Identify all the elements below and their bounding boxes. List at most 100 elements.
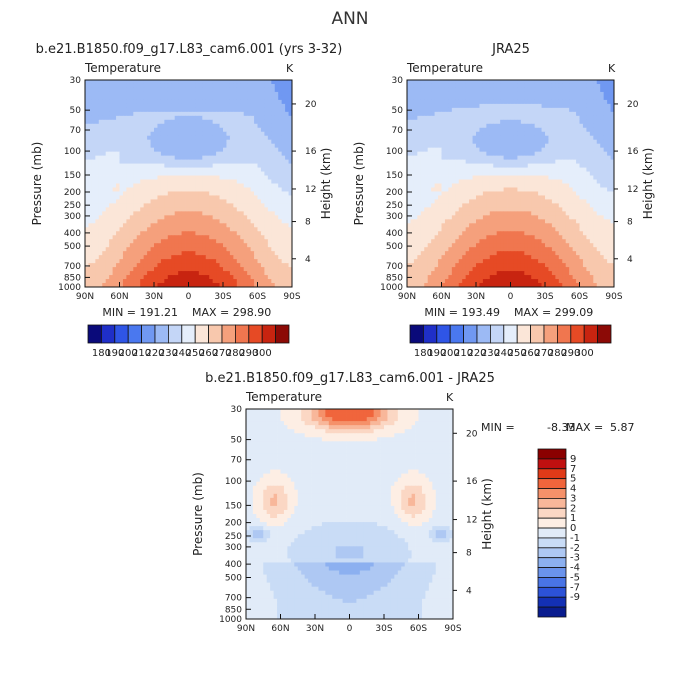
heatmap-cell	[205, 191, 210, 196]
heatmap-cell	[88, 267, 93, 272]
heatmap-cell	[465, 80, 470, 85]
heatmap-cell	[109, 131, 113, 137]
heatmap-cell	[216, 187, 220, 192]
heatmap-cell	[91, 83, 96, 89]
heatmap-cell	[496, 159, 501, 164]
heatmap-cell	[85, 195, 89, 200]
heatmap-cell	[496, 147, 501, 153]
heatmap-cell	[154, 87, 158, 93]
heatmap-cell	[579, 103, 584, 109]
heatmap-cell	[586, 167, 591, 172]
heatmap-cell	[250, 139, 255, 145]
heatmap-cell	[236, 203, 241, 208]
heatmap-cell	[143, 215, 148, 220]
heatmap-cell	[243, 179, 248, 184]
heatmap-cell	[119, 167, 124, 172]
heatmap-cell	[510, 179, 515, 184]
heatmap-cell	[119, 103, 124, 109]
heatmap-cell	[164, 267, 169, 272]
heatmap-cell	[264, 80, 269, 85]
heatmap-cell	[171, 123, 176, 129]
heatmap-cell	[171, 139, 176, 145]
heatmap-cell	[572, 143, 577, 149]
heatmap-cell	[607, 107, 611, 113]
heatmap-cell	[565, 195, 570, 200]
heatmap-cell	[513, 143, 518, 149]
heatmap-cell	[198, 267, 203, 272]
heatmap-cell	[476, 111, 480, 117]
heatmap-cell	[150, 271, 155, 276]
heatmap-cell	[288, 175, 293, 180]
heatmap-cell	[178, 99, 182, 105]
heatmap-cell	[205, 175, 210, 180]
heatmap-cell	[198, 159, 203, 164]
heatmap-cell	[527, 107, 532, 113]
heatmap-cell	[278, 271, 283, 276]
heatmap-cell	[534, 195, 539, 200]
heatmap-cell	[129, 87, 134, 93]
heatmap-cell	[129, 115, 134, 121]
heatmap-cell	[527, 135, 532, 141]
heatmap-cell	[85, 251, 89, 256]
heatmap-cell	[607, 195, 611, 200]
heatmap-cell	[451, 99, 456, 105]
heatmap-cell	[198, 275, 203, 280]
heatmap-cell	[434, 163, 439, 168]
heatmap-cell	[223, 231, 227, 236]
heatmap-cell	[243, 155, 248, 161]
heatmap-cell	[178, 95, 182, 101]
heatmap-cell	[531, 107, 536, 113]
heatmap-cell	[109, 267, 113, 272]
heatmap-cell	[486, 95, 491, 101]
heatmap-cell	[91, 123, 96, 129]
heatmap-cell	[589, 147, 594, 153]
heatmap-cell	[451, 147, 456, 153]
heatmap-cell	[551, 87, 556, 93]
heatmap-cell	[274, 203, 279, 208]
heatmap-cell	[548, 175, 553, 180]
heatmap-cell	[102, 123, 107, 129]
heatmap-cell	[236, 215, 241, 220]
heatmap-cell	[91, 231, 96, 236]
heatmap-cell	[150, 175, 155, 180]
heatmap-cell	[482, 103, 487, 109]
heatmap-cell	[271, 175, 276, 180]
heatmap-cell	[576, 131, 580, 137]
heatmap-cell	[171, 163, 176, 168]
heatmap-cell	[112, 239, 117, 244]
heatmap-cell	[198, 139, 203, 145]
heatmap-cell	[489, 159, 494, 164]
heatmap-cell	[205, 227, 210, 232]
heatmap-cell	[257, 147, 262, 153]
heatmap-cell	[507, 159, 511, 164]
heatmap-cell	[188, 187, 193, 192]
heatmap-cell	[229, 247, 234, 252]
heatmap-cell	[500, 127, 504, 133]
heatmap-cell	[143, 271, 148, 276]
heatmap-cell	[438, 159, 442, 164]
heatmap-cell	[95, 263, 100, 268]
heatmap-cell	[260, 91, 265, 97]
heatmap-cell	[91, 151, 96, 157]
heatmap-cell	[85, 235, 89, 240]
heatmap-cell	[112, 211, 117, 216]
heatmap-cell	[250, 271, 255, 276]
heatmap-cell	[91, 175, 96, 180]
heatmap-cell	[157, 119, 162, 125]
heatmap-cell	[562, 80, 567, 85]
heatmap-cell	[517, 175, 522, 180]
heatmap-cell	[181, 119, 186, 125]
heatmap-cell	[582, 80, 587, 85]
heatmap-cell	[250, 123, 255, 129]
heatmap-cell	[576, 135, 580, 141]
heatmap-cell	[140, 115, 145, 121]
heatmap-cell	[589, 127, 594, 133]
heatmap-cell	[140, 207, 145, 212]
heatmap-cell	[122, 167, 127, 172]
heatmap-cell	[538, 155, 542, 161]
heatmap-cell	[451, 131, 456, 137]
heatmap-cell	[105, 151, 110, 157]
heatmap-cell	[565, 83, 570, 89]
heatmap-cell	[500, 99, 504, 105]
heatmap-cell	[596, 191, 601, 196]
